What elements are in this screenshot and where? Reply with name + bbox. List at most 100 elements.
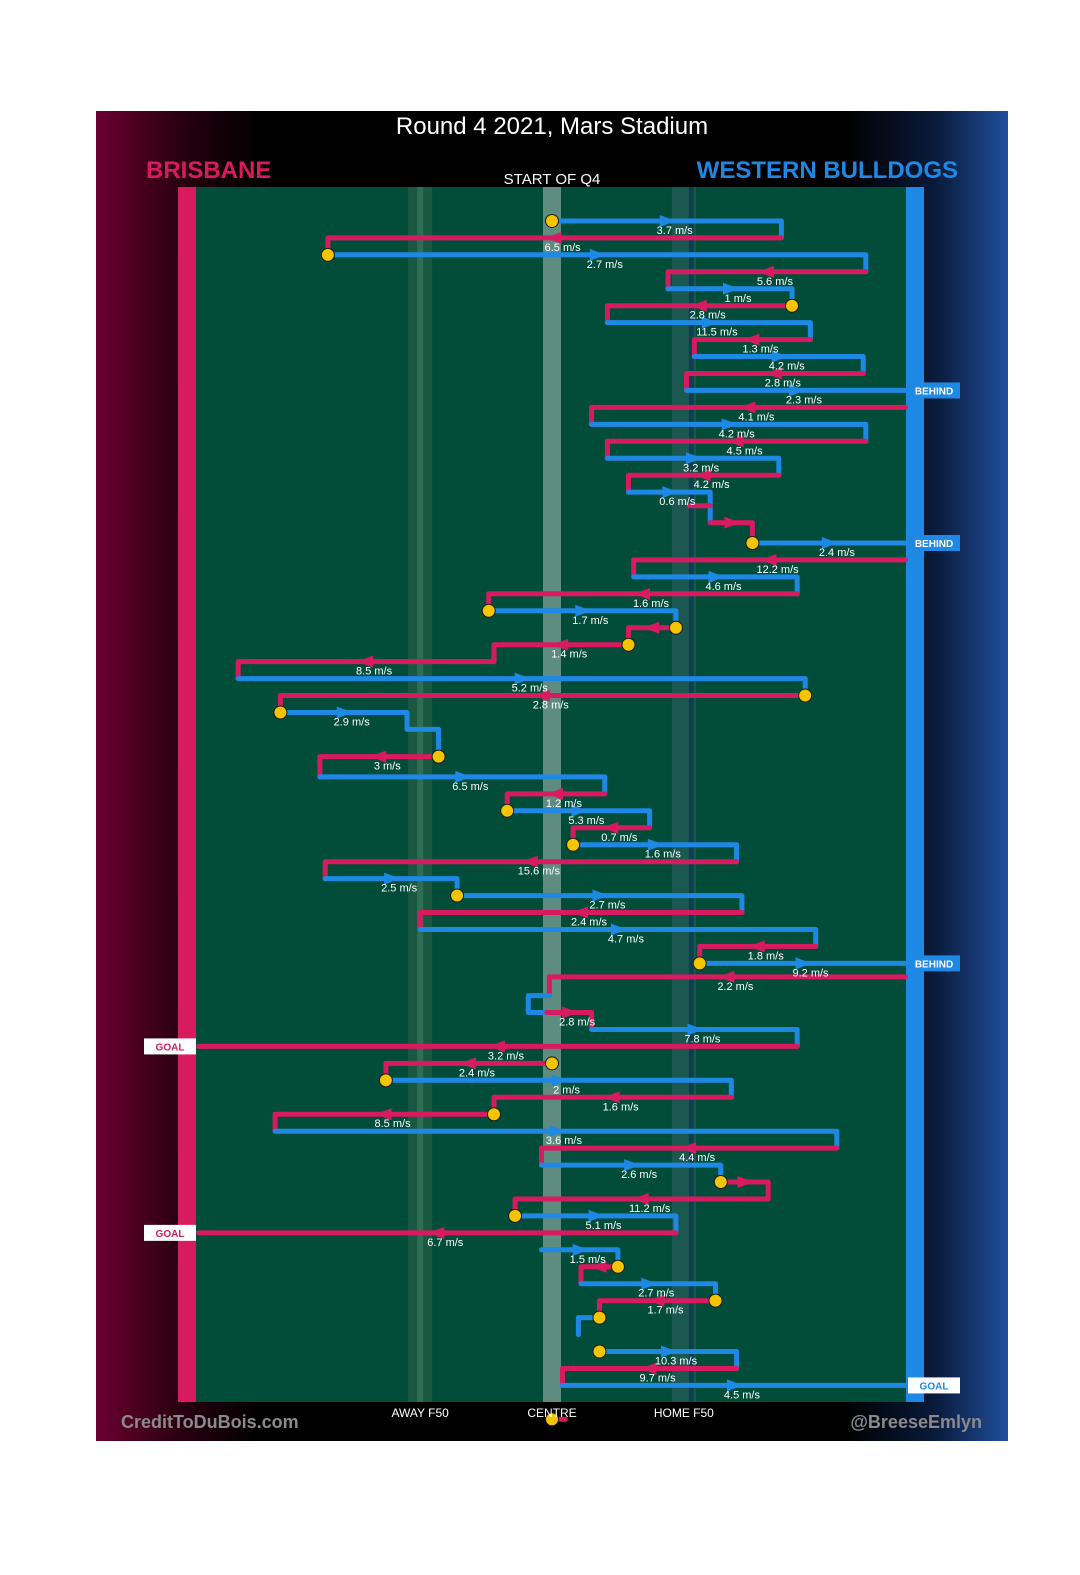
chain-segment <box>589 1027 800 1049</box>
outcome-tag <box>144 1224 196 1241</box>
speed-label: 12.2 m/s <box>756 564 799 576</box>
speed-label: 2.7 m/s <box>638 1288 675 1300</box>
possession-chain: BEHIND BEHIND BEHIND GOAL GOAL GOAL 3.7 m/s 6.5… <box>144 213 960 1427</box>
chain-arrow <box>603 1091 620 1104</box>
chain-arrow <box>571 804 588 817</box>
x-axis: START OF Q4 AWAY F50 CENTRE HOME F50 <box>391 171 714 1420</box>
chain-segment <box>589 404 908 427</box>
chain-arrow <box>633 587 650 600</box>
speed-label: 1.2 m/s <box>546 798 583 810</box>
speed-label: 2.8 m/s <box>690 310 727 322</box>
speed-label: 0.6 m/s <box>659 496 696 508</box>
axis-tick-label: HOME F50 <box>654 1406 714 1420</box>
chain-arrow <box>757 265 774 278</box>
chain-arrow <box>771 350 788 363</box>
speed-label: 4.2 m/s <box>719 428 756 440</box>
possession-marker <box>798 688 813 703</box>
possession-marker <box>708 1293 723 1308</box>
poster: BEHIND BEHIND BEHIND GOAL GOAL GOAL 3.7 m/s 6.5… <box>96 111 1008 1441</box>
chain-segment <box>665 269 869 292</box>
speed-label: 1.7 m/s <box>647 1305 684 1317</box>
footer-handle: @BreeseEmlyn <box>850 1412 982 1432</box>
chain-segment <box>604 438 869 461</box>
chain-segment <box>544 1010 595 1032</box>
speed-label: 10.3 m/s <box>655 1356 698 1368</box>
speed-label: 2.4 m/s <box>571 917 608 929</box>
chain-segment <box>322 859 740 882</box>
home-f50-line <box>688 187 694 1402</box>
chain-arrow <box>602 821 619 834</box>
possession-marker <box>431 749 446 764</box>
chain-arrow <box>610 923 627 936</box>
chain-arrow <box>647 838 664 851</box>
possession-marker <box>545 1056 559 1071</box>
speed-label: 6.5 m/s <box>545 242 582 254</box>
possession-marker <box>500 803 515 818</box>
subtitle-label: START OF Q4 <box>504 171 601 188</box>
chain-arrow <box>737 1176 754 1189</box>
speed-label: 1.4 m/s <box>551 649 588 661</box>
possession-marker <box>545 1412 559 1427</box>
chain-segment <box>691 337 813 359</box>
chain-segment <box>575 1315 602 1338</box>
speed-label: 1 m/s <box>725 293 752 305</box>
speed-label: 2.6 m/s <box>621 1169 658 1181</box>
chain-arrow <box>488 1040 505 1053</box>
possession-marker <box>486 1107 501 1122</box>
possession-marker <box>692 956 707 971</box>
chain-arrow <box>661 1345 678 1358</box>
outcome-tag-label: GOAL <box>156 1042 185 1053</box>
speed-label: 2.4 m/s <box>459 1067 496 1079</box>
speed-label: 2.8 m/s <box>533 700 570 712</box>
chain-arrow <box>521 855 538 868</box>
speed-label: 6.7 m/s <box>427 1237 464 1249</box>
outcome-tag-label: BEHIND <box>915 386 953 397</box>
chain-segment <box>718 1179 771 1202</box>
possession-marker <box>566 837 581 852</box>
possession-marker <box>481 603 496 618</box>
speed-label: 9.7 m/s <box>640 1372 677 1384</box>
footer-credit: CreditToDuBois.com <box>121 1412 299 1432</box>
chain-segment <box>626 472 782 495</box>
possession-marker <box>273 705 288 720</box>
chain-arrow <box>624 1159 641 1172</box>
speed-label: 9.2 m/s <box>792 967 829 979</box>
chain-segment <box>277 710 442 753</box>
chain-arrow <box>384 872 401 885</box>
chain-segment <box>491 642 631 665</box>
possession-marker <box>745 536 760 550</box>
away-f50-line <box>417 187 424 1402</box>
chain-arrow <box>514 672 531 685</box>
chain-arrow <box>575 604 592 617</box>
chain-segment <box>631 557 908 580</box>
speed-label: 5.2 m/s <box>512 683 549 695</box>
chain-arrow <box>592 889 609 902</box>
outcome-tag-label: BEHIND <box>915 959 953 970</box>
axis-tick-label: AWAY F50 <box>391 1406 449 1420</box>
chain-segment <box>325 252 869 275</box>
chain-arrow <box>572 906 589 919</box>
speed-label: 4.7 m/s <box>608 933 645 945</box>
possession-marker <box>378 1073 393 1088</box>
chain-segment <box>504 808 653 831</box>
chain-arrow <box>370 750 387 763</box>
axis-tick-label: CENTRE <box>527 1406 576 1420</box>
chain-arrow <box>721 418 738 431</box>
chain-segment <box>512 1213 679 1236</box>
chain-segment <box>546 974 908 999</box>
chain-arrow <box>687 1023 704 1036</box>
chain-arrow <box>724 516 741 529</box>
speed-label: 11.2 m/s <box>629 1203 671 1215</box>
outcome-tag-label: GOAL <box>920 1381 949 1392</box>
chart-title: Round 4 2021, Mars Stadium <box>395 113 709 140</box>
chain-arrow <box>701 316 718 329</box>
chain-arrow <box>748 940 765 953</box>
chain-segment <box>417 910 745 932</box>
speed-label: 7.8 m/s <box>684 1033 721 1045</box>
speed-label: 0.7 m/s <box>601 832 638 844</box>
chain-arrow <box>727 435 744 448</box>
chain-segment <box>589 421 869 444</box>
speed-label: 5.3 m/s <box>568 815 605 827</box>
speed-label: 2.8 m/s <box>559 1017 596 1029</box>
chain-arrow <box>821 537 838 549</box>
